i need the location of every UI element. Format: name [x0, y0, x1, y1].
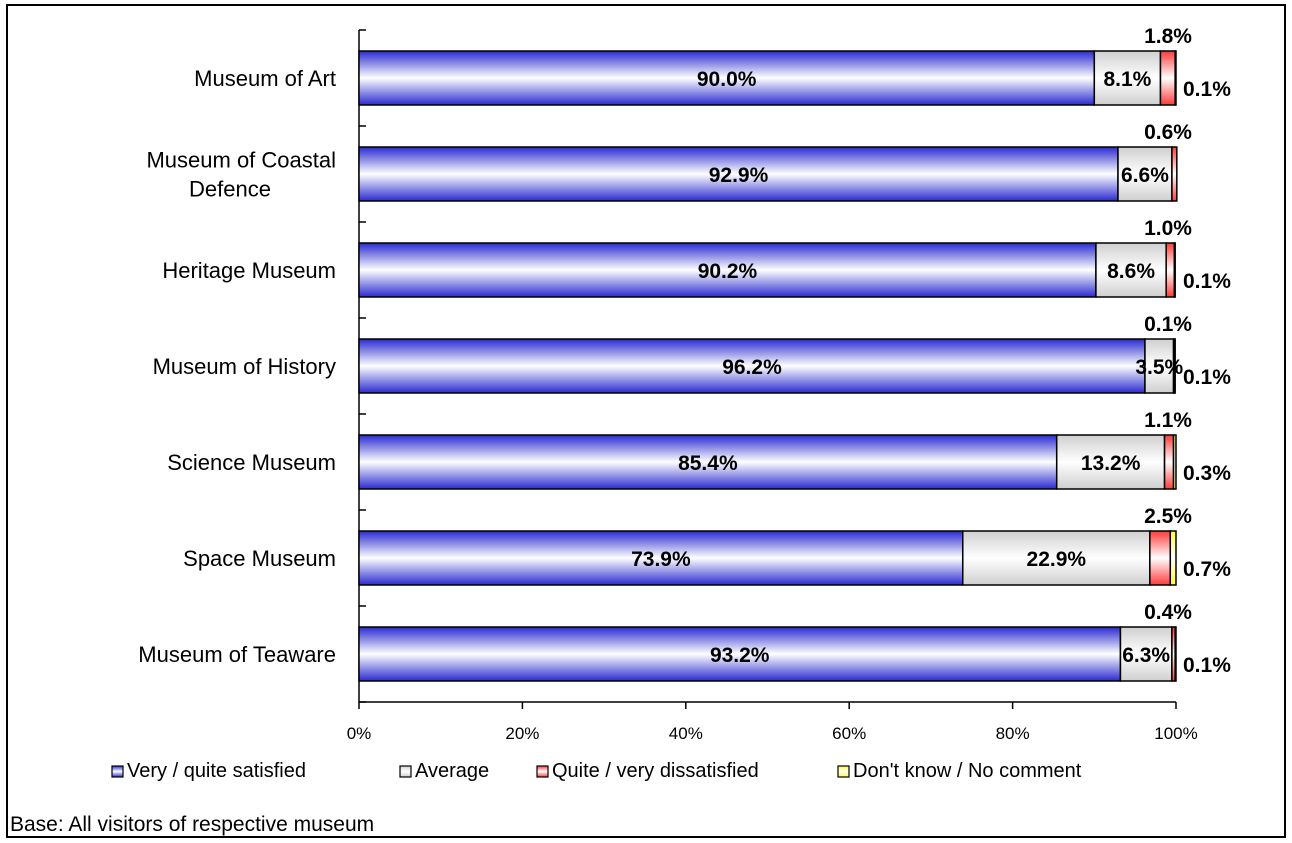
data-label: 13.2% — [1081, 452, 1141, 475]
category-label: Museum of Coastal Defence — [146, 148, 336, 202]
data-label: 0.1% — [1183, 270, 1231, 293]
bar-segment — [1163, 434, 1175, 490]
bar-segment — [1174, 626, 1177, 682]
bar-segment — [1173, 242, 1176, 298]
chart-frame — [6, 4, 1286, 838]
legend-label: Average — [415, 760, 489, 782]
data-label: 93.2% — [710, 644, 770, 667]
data-label: 92.9% — [709, 164, 769, 187]
data-label: 1.0% — [1144, 217, 1192, 240]
legend-label: Quite / very dissatisfied — [552, 760, 759, 782]
data-label: 0.1% — [1183, 78, 1231, 101]
data-label: 0.7% — [1183, 558, 1231, 581]
bar-segment — [1149, 530, 1172, 586]
data-label: 73.9% — [631, 548, 691, 571]
bar-segment — [358, 626, 1122, 682]
category-label: Museum of History — [153, 354, 336, 379]
data-label: 90.2% — [698, 260, 758, 283]
legend-swatch — [536, 765, 549, 778]
x-tick-label: 80% — [996, 724, 1030, 743]
data-label: 22.9% — [1027, 548, 1087, 571]
x-tick-label: 60% — [832, 724, 866, 743]
category-label: Space Museum — [183, 546, 336, 571]
bar-segment — [1173, 338, 1176, 394]
base-footnote: Base: All visitors of respective museum — [10, 813, 375, 836]
bar-segment — [1093, 50, 1162, 106]
data-label: 0.3% — [1183, 462, 1231, 485]
x-tick-label: 0% — [347, 724, 372, 743]
bar-segment — [358, 146, 1119, 202]
category-label: Museum of Art — [194, 66, 336, 91]
data-label: 1.1% — [1144, 409, 1192, 432]
legend-swatch — [837, 765, 850, 778]
bar-segment — [1095, 242, 1167, 298]
x-tick-label: 20% — [505, 724, 539, 743]
plot-area: 0% 20% 40% 60% 80% 100% Museum of Art 90.0% 8.1%… — [138, 25, 1231, 743]
category-label: Heritage Museum — [162, 258, 336, 283]
legend-swatch — [111, 765, 124, 778]
data-label: 8.1% — [1103, 68, 1151, 91]
data-label: 96.2% — [722, 356, 782, 379]
legend-label: Very / quite satisfied — [127, 760, 306, 782]
data-label: 6.6% — [1121, 164, 1169, 187]
bar-segment — [1119, 626, 1173, 682]
bar-segment — [1117, 146, 1173, 202]
bar-segment — [358, 530, 964, 586]
data-label: 0.6% — [1144, 121, 1192, 144]
bar-segment — [962, 530, 1151, 586]
bar-segment — [358, 242, 1097, 298]
bar-segment — [1144, 338, 1175, 394]
bar-segment — [1165, 242, 1176, 298]
legend-swatch — [399, 765, 412, 778]
bar-segment — [358, 434, 1058, 490]
data-label: 6.3% — [1122, 644, 1170, 667]
bar-segment — [1159, 50, 1176, 106]
data-label: 0.4% — [1144, 601, 1192, 624]
bar-segment — [1172, 434, 1177, 490]
category-label: Science Museum — [167, 450, 336, 475]
bar-segment — [358, 50, 1096, 106]
data-label: 8.6% — [1107, 260, 1155, 283]
data-label: 3.5% — [1135, 356, 1183, 379]
legend: Very / quite satisfied Average Quite / ver… — [111, 760, 1082, 782]
x-tick-label: 40% — [669, 724, 703, 743]
bar-segment — [1174, 50, 1177, 106]
legend-label: Don't know / No comment — [853, 760, 1082, 782]
data-label: 85.4% — [678, 452, 738, 475]
data-label: 2.5% — [1144, 505, 1192, 528]
category-label: Museum of Teaware — [138, 642, 336, 667]
data-label: 1.8% — [1144, 25, 1192, 48]
data-label: 90.0% — [697, 68, 757, 91]
data-label: 0.1% — [1183, 366, 1231, 389]
bar-segment — [1171, 146, 1178, 202]
bar-segment — [1169, 530, 1177, 586]
x-tick-label: 100% — [1154, 724, 1197, 743]
data-label: 0.1% — [1144, 313, 1192, 336]
data-label: 0.1% — [1183, 654, 1231, 677]
